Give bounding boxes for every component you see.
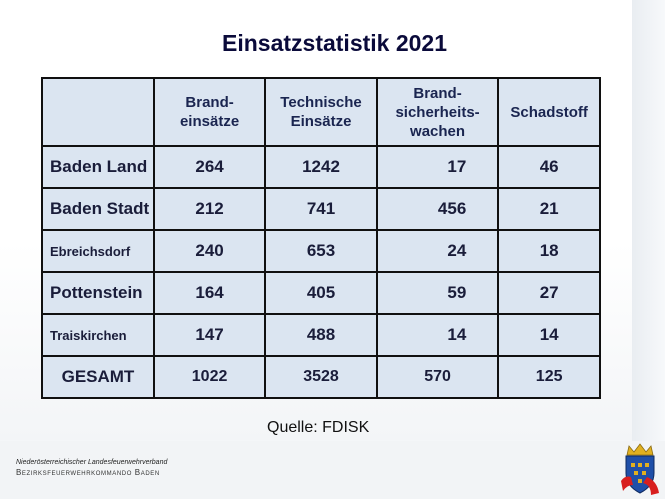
cell-value: 24 — [375, 229, 500, 273]
statistics-table: Brand- einsätze Technische Einsätze Bran… — [41, 77, 601, 399]
cell-value: 405 — [264, 271, 378, 315]
cell-value: 18 — [497, 229, 601, 273]
table-header-row: Brand- einsätze Technische Einsätze Bran… — [41, 77, 601, 147]
cell-value: 17 — [375, 145, 500, 189]
row-label: Baden Land — [41, 145, 155, 189]
total-value: 570 — [375, 355, 500, 399]
row-label: Traiskirchen — [41, 313, 155, 357]
header-brandsicherheitswachen: Brand- sicherheits- wachen — [375, 77, 500, 147]
cell-value: 488 — [264, 313, 378, 357]
row-label: Baden Stadt — [41, 187, 155, 231]
table-row: Baden Land 264 1242 17 46 — [41, 145, 601, 189]
source-note: Quelle: FDISK — [267, 419, 370, 436]
footer-organization: Niederösterreichischer Landesfeuerwehrve… — [16, 459, 168, 466]
cell-value: 14 — [497, 313, 601, 357]
table-row: Baden Stadt 212 741 456 21 — [41, 187, 601, 231]
table-row: Ebreichsdorf 240 653 24 18 — [41, 229, 601, 273]
cell-value: 264 — [152, 145, 267, 189]
header-brandeinsaetze: Brand- einsätze — [152, 77, 267, 147]
footer-district: Bezirksfeuerwehrkommando Baden — [16, 468, 160, 477]
total-value: 1022 — [152, 355, 267, 399]
cell-value: 27 — [497, 271, 601, 315]
header-technische-einsaetze: Technische Einsätze — [264, 77, 378, 147]
cell-value: 240 — [152, 229, 267, 273]
cell-value: 1242 — [264, 145, 378, 189]
row-label: Pottenstein — [41, 271, 155, 315]
total-label: GESAMT — [41, 355, 155, 399]
cell-value: 741 — [264, 187, 378, 231]
row-label: Ebreichsdorf — [41, 229, 155, 273]
fire-brigade-crest-icon — [621, 443, 659, 495]
header-schadstoff: Schadstoff — [497, 77, 601, 147]
slide-right-strip — [632, 0, 665, 499]
cell-value: 14 — [375, 313, 500, 357]
table-total-row: GESAMT 1022 3528 570 125 — [41, 355, 601, 399]
cell-value: 653 — [264, 229, 378, 273]
table-row: Pottenstein 164 405 59 27 — [41, 271, 601, 315]
table-row: Traiskirchen 147 488 14 14 — [41, 313, 601, 357]
page-title: Einsatzstatistik 2021 — [222, 30, 448, 56]
cell-value: 212 — [152, 187, 267, 231]
header-corner-cell — [41, 77, 155, 147]
total-value: 3528 — [264, 355, 378, 399]
cell-value: 456 — [375, 187, 500, 231]
cell-value: 147 — [152, 313, 267, 357]
cell-value: 21 — [497, 187, 601, 231]
total-value: 125 — [497, 355, 601, 399]
cell-value: 46 — [497, 145, 601, 189]
cell-value: 59 — [375, 271, 500, 315]
cell-value: 164 — [152, 271, 267, 315]
footer-bar — [0, 441, 665, 499]
